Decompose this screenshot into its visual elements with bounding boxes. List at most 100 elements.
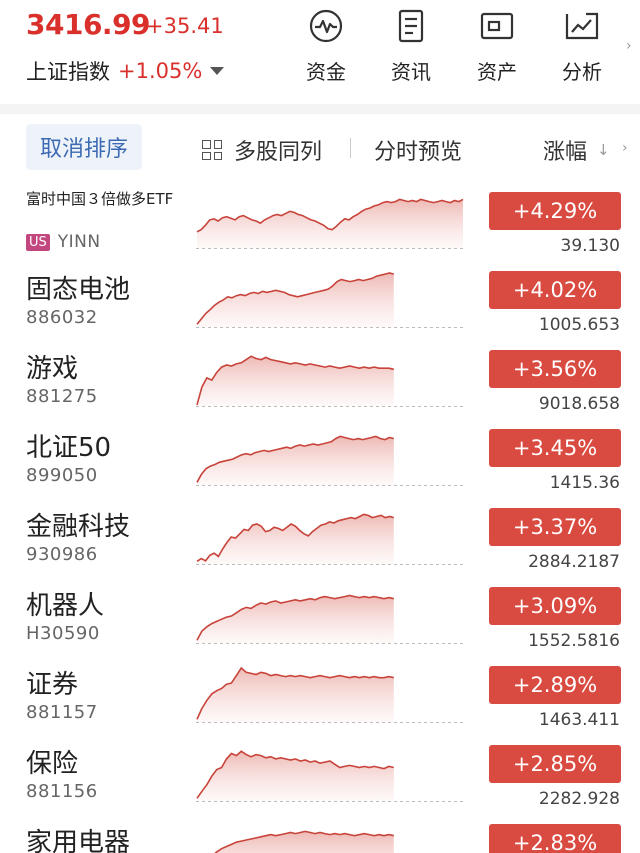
sparkline-area bbox=[197, 199, 463, 248]
section-divider bbox=[0, 104, 640, 114]
sparkline-area bbox=[197, 514, 394, 564]
intraday-sparkline bbox=[196, 435, 464, 486]
change-percent-badge[interactable]: +3.56% bbox=[489, 350, 621, 388]
sparkline-line bbox=[196, 435, 394, 483]
row-name: 机器人 bbox=[26, 591, 105, 621]
list-toolbar: 取消排序 多股同列 分时预览 涨幅 ↓ › bbox=[0, 114, 640, 180]
change-percent-badge[interactable]: +4.29% bbox=[489, 192, 621, 230]
row-name: 金融科技 bbox=[26, 512, 131, 542]
row-code: YINN bbox=[57, 232, 101, 252]
intraday-sparkline bbox=[196, 198, 464, 249]
multi-stock-label: 多股同列 bbox=[234, 140, 323, 165]
row-name: 保险 bbox=[26, 749, 79, 779]
index-selector[interactable]: 上证指数 +1.05% bbox=[26, 56, 225, 86]
sort-label: 涨幅 bbox=[543, 140, 588, 165]
sparkline-line bbox=[196, 513, 395, 562]
change-percent-badge[interactable]: +2.85% bbox=[489, 745, 621, 783]
sparkline-line bbox=[196, 198, 464, 233]
change-percent-badge[interactable]: +3.09% bbox=[489, 587, 621, 625]
index-percent: +1.05% bbox=[118, 59, 203, 83]
row-code: 886032 bbox=[26, 307, 98, 328]
market-badge: US bbox=[26, 233, 50, 251]
sparkline-area bbox=[197, 751, 394, 801]
sparkline-line bbox=[214, 830, 394, 853]
change-percent-badge[interactable]: +2.83% bbox=[489, 824, 621, 853]
sparkline-line bbox=[196, 666, 394, 720]
table-row[interactable]: 游戏 881275 +3.56% 9018.658 bbox=[0, 338, 640, 417]
row-code: 881157 bbox=[26, 702, 98, 723]
sparkline-area bbox=[197, 668, 394, 722]
nav-funds[interactable]: 资金 bbox=[296, 8, 356, 88]
sparkline-line bbox=[196, 272, 394, 325]
table-row[interactable]: 金融科技 930986 +3.37% 2884.2187 bbox=[0, 496, 640, 575]
nav-analysis-label: 分析 bbox=[562, 60, 602, 84]
chevron-right-icon[interactable]: › bbox=[622, 140, 628, 156]
row-name: 固态电池 bbox=[26, 275, 131, 305]
nav-analysis[interactable]: 分析 bbox=[552, 8, 612, 88]
row-code: H30590 bbox=[26, 623, 100, 644]
sort-by-change-button[interactable]: 涨幅 ↓ bbox=[543, 134, 610, 166]
table-row[interactable]: 证券 881157 +2.89% 1463.411 bbox=[0, 654, 640, 733]
row-code: 881275 bbox=[26, 386, 98, 407]
table-row[interactable]: 机器人 H30590 +3.09% 1552.5816 bbox=[0, 575, 640, 654]
row-price: 1005.653 bbox=[538, 315, 620, 335]
row-price: 2884.2187 bbox=[528, 552, 620, 572]
row-name: 游戏 bbox=[26, 354, 79, 384]
row-price: 39.130 bbox=[560, 236, 620, 256]
sparkline-area bbox=[215, 831, 394, 853]
row-price: 2282.928 bbox=[538, 789, 620, 809]
nav-funds-label: 资金 bbox=[306, 60, 346, 84]
wallet-icon bbox=[480, 12, 514, 40]
sparkline-area bbox=[197, 595, 394, 643]
intraday-sparkline bbox=[196, 272, 464, 328]
caret-down-icon bbox=[210, 67, 225, 75]
table-row[interactable]: 北证50 899050 +3.45% 1415.36 bbox=[0, 417, 640, 496]
pulse-icon bbox=[309, 9, 343, 43]
sparkline-area bbox=[197, 436, 394, 485]
row-price: 1415.36 bbox=[549, 473, 620, 493]
intraday-preview-button[interactable]: 分时预览 bbox=[374, 140, 463, 165]
table-row[interactable]: 固态电池 886032 +4.02% 1005.653 bbox=[0, 259, 640, 338]
row-name: 家用电器 bbox=[26, 828, 131, 853]
table-row[interactable]: 家用电器 +2.83% bbox=[0, 812, 640, 853]
index-price: 3416.99 bbox=[26, 8, 151, 41]
index-header: 3416.99 +35.41 上证指数 +1.05% 资金 资讯 资产 bbox=[0, 0, 640, 104]
chevron-right-icon[interactable]: › bbox=[626, 38, 632, 54]
intraday-sparkline bbox=[196, 355, 464, 407]
intraday-sparkline bbox=[196, 513, 464, 565]
nav-news[interactable]: 资讯 bbox=[381, 8, 441, 88]
change-percent-badge[interactable]: +4.02% bbox=[489, 271, 621, 309]
change-percent-badge[interactable]: +2.89% bbox=[489, 666, 621, 704]
intraday-sparkline bbox=[196, 594, 464, 644]
table-row[interactable]: 富时中国３倍做多ETF US YINN +4.29% 39.130 bbox=[0, 180, 640, 259]
sparkline-line bbox=[196, 594, 394, 641]
row-code: 899050 bbox=[26, 465, 98, 486]
nav-assets-label: 资产 bbox=[477, 60, 517, 84]
table-row[interactable]: 保险 881156 +2.85% 2282.928 bbox=[0, 733, 640, 812]
multi-stock-button[interactable]: 多股同列 bbox=[202, 134, 322, 166]
change-percent-badge[interactable]: +3.37% bbox=[489, 508, 621, 546]
index-change: +35.41 bbox=[146, 14, 224, 38]
toolbar-separator bbox=[350, 138, 351, 158]
row-price: 1552.5816 bbox=[528, 631, 620, 651]
index-name: 上证指数 bbox=[26, 60, 110, 84]
sparkline-line bbox=[196, 750, 394, 799]
intraday-sparkline bbox=[196, 750, 464, 802]
row-name: 证券 bbox=[26, 670, 79, 700]
nav-news-label: 资讯 bbox=[391, 60, 431, 84]
nav-assets[interactable]: 资产 bbox=[467, 8, 527, 88]
intraday-sparkline bbox=[196, 666, 464, 723]
grid-icon bbox=[202, 140, 222, 160]
change-percent-badge[interactable]: +3.45% bbox=[489, 429, 621, 467]
sparkline-line bbox=[196, 355, 394, 406]
row-name: 富时中国３倍做多ETF bbox=[26, 190, 174, 208]
cancel-sort-button[interactable]: 取消排序 bbox=[26, 124, 142, 170]
row-price: 9018.658 bbox=[538, 394, 620, 414]
row-code: 881156 bbox=[26, 781, 98, 802]
sparkline-area bbox=[197, 273, 394, 327]
row-code-group: US YINN bbox=[26, 232, 101, 252]
sort-down-icon: ↓ bbox=[597, 141, 610, 159]
row-price: 1463.411 bbox=[538, 710, 620, 730]
sparkline-area bbox=[197, 356, 394, 406]
intraday-sparkline bbox=[214, 830, 394, 853]
